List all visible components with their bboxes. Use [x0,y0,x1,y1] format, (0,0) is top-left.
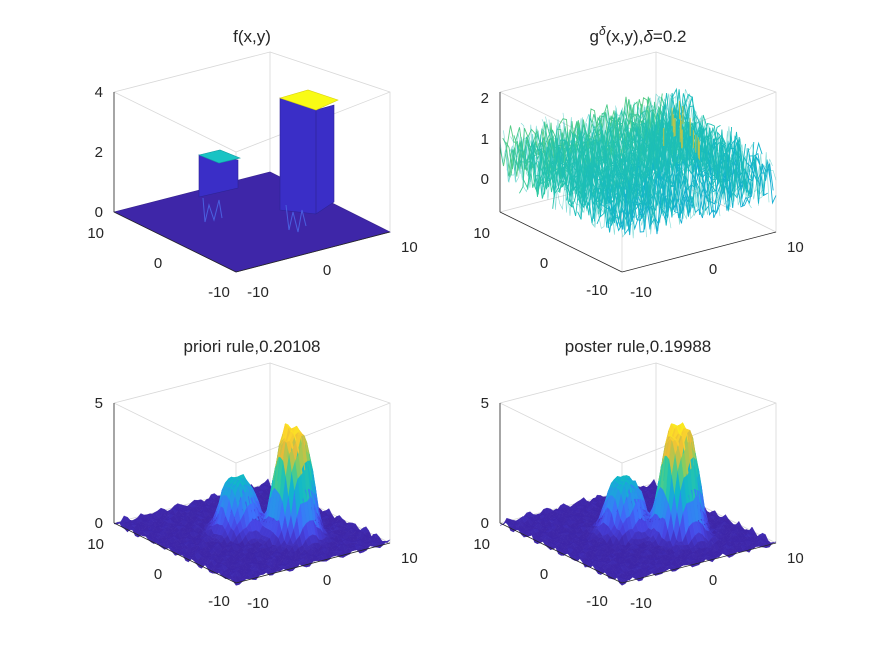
smooth-surface [499,422,777,586]
y-tick: 10 [473,225,490,242]
title-part: δ [643,27,653,46]
surface-line [611,93,735,212]
surface-line [621,160,777,235]
surface-line [625,99,749,202]
block-low-top [198,149,241,164]
surface-patch [769,541,777,544]
z-tick: 2 [481,90,489,107]
x-tick: -10 [630,284,652,301]
x-tick: 0 [323,262,331,279]
surface-line [639,107,763,200]
z-tick: 0 [481,171,489,188]
surface-line [562,112,686,225]
z-tick: 5 [95,395,103,412]
x-tick: 0 [709,572,717,589]
surface-line [622,105,745,200]
surface-line [555,129,679,216]
y-tick: 10 [87,225,104,242]
smooth-surface [113,423,391,586]
z-tick: 1 [481,131,489,148]
y-axis [499,522,623,584]
y-tick: 0 [540,566,548,583]
title-part: g [590,27,599,46]
x-tick: -10 [247,284,269,301]
y-tick: -10 [208,284,230,301]
block-high-top [278,89,339,111]
subplot-title: gδ(x,y),δ=0.2 [590,24,687,46]
surface-line [650,93,773,195]
title-part: (x,y), [606,27,644,46]
x-axis [621,542,777,584]
block-high-edge-lines [285,204,307,233]
subplot-title: priori rule,0.20108 [183,337,320,356]
box-top-left [499,402,623,464]
surface-line [653,95,777,197]
surface-line [534,131,658,228]
y-tick: 0 [154,255,162,272]
y-axis [113,211,237,273]
z-tick: 0 [95,515,103,532]
subplot-f: f(x,y) 0 2 4 10 0 -10 -10 0 10 [87,27,417,301]
y-tick: 0 [540,255,548,272]
x-axis [235,542,391,584]
surface-line [643,102,766,197]
block-high-side [279,97,335,215]
y-tick: 0 [154,566,162,583]
x-tick: 10 [787,550,804,567]
y-tick: -10 [208,593,230,610]
y-tick: -10 [586,593,608,610]
x-tick: 10 [401,550,418,567]
z-tick: 4 [95,84,103,101]
y-tick: 10 [87,536,104,553]
x-axis [621,231,777,273]
z-tick: 0 [95,204,103,221]
subplot-title: poster rule,0.19988 [565,337,712,356]
x-tick: 10 [401,239,418,256]
x-tick: 0 [323,572,331,589]
block-low-edge [202,197,223,223]
x-tick: 0 [709,261,717,278]
box-top-right [235,402,391,464]
noisy-surface [499,87,777,239]
z-tick: 0 [481,515,489,532]
z-tick: 5 [481,395,489,412]
title-part: =0.2 [653,27,687,46]
subplot-title: f(x,y) [233,27,271,46]
subplot-g: gδ(x,y),δ=0.2 2 1 0 10 0 -10 -10 0 10 [473,24,803,301]
surface-patch [383,539,391,543]
x-tick: -10 [247,595,269,612]
box-top-left [113,402,237,464]
z-tick: 2 [95,144,103,161]
subplot-priori: priori rule,0.20108 5 0 10 0 -10 -10 0 1… [87,337,417,612]
y-tick: 10 [473,536,490,553]
y-axis [113,522,237,584]
x-tick: 10 [787,239,804,256]
subplot-poster: poster rule,0.19988 5 0 10 0 -10 -10 0 1… [473,337,803,612]
x-tick: -10 [630,595,652,612]
box-top-right [621,402,777,464]
title-part: δ [599,24,606,38]
y-tick: -10 [586,282,608,299]
surface-line [632,105,756,197]
x-axis [235,231,391,273]
box-top-left [113,91,237,153]
surface-line [517,135,640,231]
y-axis [499,211,623,273]
